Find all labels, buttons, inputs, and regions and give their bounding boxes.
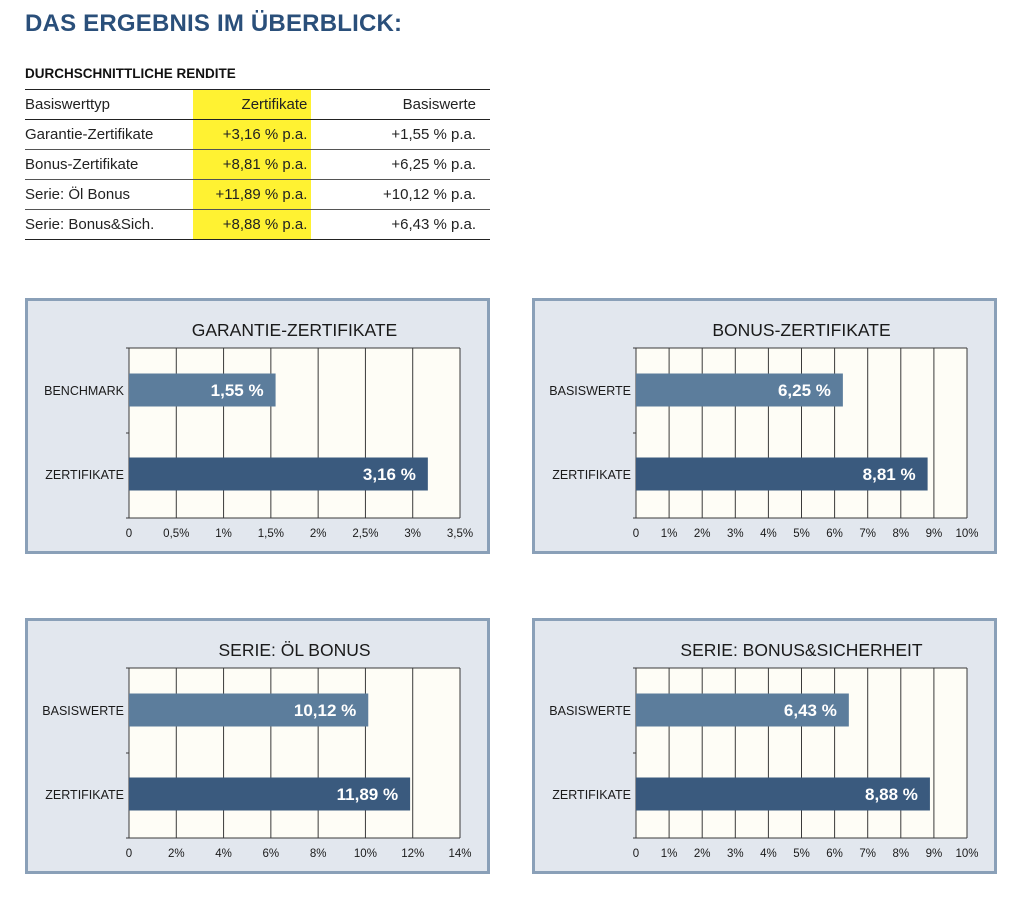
chart-garantie-zertifikate: GARANTIE-ZERTIFIKATE 1,55 % BENCHMARK 3,16 … <box>25 298 490 554</box>
x-tick-label: 2% <box>168 848 185 860</box>
x-tick-label: 3% <box>727 848 744 860</box>
chart-title: SERIE: ÖL BONUS <box>218 640 370 660</box>
chart-svg: GARANTIE-ZERTIFIKATE 1,55 % BENCHMARK 3,16 … <box>44 320 473 540</box>
bar-value-label: 3,16 % <box>363 465 416 484</box>
x-tick-label: 5% <box>793 848 810 860</box>
chart-svg: BONUS-ZERTIFIKATE 6,25 % BASISWERTE 8,81 % Z… <box>549 320 978 540</box>
bar-basiswerte <box>636 373 843 407</box>
table-title: DURCHSCHNITTLICHE RENDITE <box>25 66 236 81</box>
x-tick-label: 14% <box>448 848 471 860</box>
cell-underlying-return: +6,25 % p.a. <box>311 149 490 180</box>
x-tick-label: 3,5% <box>447 528 473 540</box>
x-tick-label: 3% <box>727 528 744 540</box>
x-tick-label: 2% <box>310 528 327 540</box>
chart-svg: SERIE: BONUS&SICHERHEIT 6,43 % BASISWERTE 8… <box>549 640 978 860</box>
category-label: BASISWERTE <box>549 704 631 718</box>
x-tick-label: 0 <box>126 528 132 540</box>
x-tick-label: 0 <box>126 848 132 860</box>
x-tick-label: 0,5% <box>163 528 189 540</box>
cell-underlying-return: +1,55 % p.a. <box>311 119 490 150</box>
category-label: ZERTIFIKATE <box>552 468 631 482</box>
bar-value-label: 10,12 % <box>294 701 356 720</box>
x-tick-label: 6% <box>263 848 280 860</box>
x-tick-label: 0 <box>633 848 639 860</box>
table-row: Garantie-Zertifikate +3,16 % p.a. +1,55 … <box>25 119 490 150</box>
table-row: Bonus-Zertifikate +8,81 % p.a. +6,25 % p… <box>25 149 490 180</box>
x-tick-label: 8% <box>892 848 909 860</box>
bar-zertifikate <box>636 457 928 491</box>
bar-value-label: 11,89 % <box>337 785 398 804</box>
x-tick-label: 2% <box>694 528 711 540</box>
column-header-basiswerttyp: Basiswerttyp <box>25 89 194 120</box>
bar-basiswerte <box>636 693 849 727</box>
chart-title: GARANTIE-ZERTIFIKATE <box>192 320 397 340</box>
table-header-row: Basiswerttyp Zertifikate Basiswerte <box>25 89 490 120</box>
page-title: DAS ERGEBNIS IM ÜBERBLICK: <box>25 10 403 37</box>
x-tick-label: 1% <box>661 848 678 860</box>
cell-type: Bonus-Zertifikate <box>25 149 194 180</box>
cell-underlying-return: +6,43 % p.a. <box>311 209 490 240</box>
x-tick-label: 10% <box>955 848 978 860</box>
x-tick-label: 7% <box>859 528 876 540</box>
bar-zertifikate <box>129 457 428 491</box>
bar-value-label: 8,81 % <box>863 465 916 484</box>
cell-certificate-return: +11,89 % p.a. <box>193 179 312 210</box>
x-tick-label: 2,5% <box>352 528 378 540</box>
x-tick-label: 4% <box>760 528 777 540</box>
x-tick-label: 4% <box>215 848 232 860</box>
bar-benchmark <box>129 373 276 407</box>
category-label: ZERTIFIKATE <box>45 788 124 802</box>
x-tick-label: 9% <box>926 528 943 540</box>
x-tick-label: 8% <box>892 528 909 540</box>
category-label: BENCHMARK <box>44 384 125 398</box>
chart-serie-oel-bonus: SERIE: ÖL BONUS 10,12 % BASISWERTE 11,89 % Z… <box>25 618 490 874</box>
x-tick-label: 1% <box>661 528 678 540</box>
x-tick-label: 10% <box>354 848 377 860</box>
bar-value-label: 1,55 % <box>211 381 264 400</box>
cell-underlying-return: +10,12 % p.a. <box>311 179 490 210</box>
cell-certificate-return: +8,81 % p.a. <box>193 149 312 180</box>
cell-type: Serie: Bonus&Sich. <box>25 209 194 240</box>
chart-serie-bonus-sicherheit: SERIE: BONUS&SICHERHEIT 6,43 % BASISWERTE 8… <box>532 618 997 874</box>
returns-table: Basiswerttyp Zertifikate Basiswerte Gara… <box>25 89 490 240</box>
chart-title: SERIE: BONUS&SICHERHEIT <box>680 640 922 660</box>
x-tick-label: 12% <box>401 848 424 860</box>
bar-zertifikate <box>129 777 411 811</box>
x-tick-label: 7% <box>859 848 876 860</box>
x-tick-label: 6% <box>826 848 843 860</box>
x-tick-label: 9% <box>926 848 943 860</box>
bar-zertifikate <box>636 777 930 811</box>
x-tick-label: 6% <box>826 528 843 540</box>
x-tick-label: 4% <box>760 848 777 860</box>
x-tick-label: 5% <box>793 528 810 540</box>
chart-title: BONUS-ZERTIFIKATE <box>712 320 890 340</box>
column-header-zertifikate: Zertifikate <box>193 89 312 120</box>
column-header-basiswerte: Basiswerte <box>311 89 490 120</box>
x-tick-label: 3% <box>404 528 421 540</box>
bar-value-label: 6,25 % <box>778 381 831 400</box>
table-row: Serie: Öl Bonus +11,89 % p.a. +10,12 % p… <box>25 179 490 210</box>
x-tick-label: 1% <box>215 528 232 540</box>
x-tick-label: 0 <box>633 528 639 540</box>
x-tick-label: 8% <box>310 848 327 860</box>
category-label: BASISWERTE <box>42 704 124 718</box>
bar-value-label: 8,88 % <box>865 785 918 804</box>
table-row: Serie: Bonus&Sich. +8,88 % p.a. +6,43 % … <box>25 209 490 240</box>
cell-type: Garantie-Zertifikate <box>25 119 194 150</box>
category-label: ZERTIFIKATE <box>45 468 124 482</box>
category-label: ZERTIFIKATE <box>552 788 631 802</box>
x-tick-label: 1,5% <box>258 528 284 540</box>
x-tick-label: 2% <box>694 848 711 860</box>
chart-svg: SERIE: ÖL BONUS 10,12 % BASISWERTE 11,89 % Z… <box>42 640 471 860</box>
cell-type: Serie: Öl Bonus <box>25 179 194 210</box>
category-label: BASISWERTE <box>549 384 631 398</box>
bar-basiswerte <box>129 693 369 727</box>
bar-value-label: 6,43 % <box>784 701 837 720</box>
chart-bonus-zertifikate: BONUS-ZERTIFIKATE 6,25 % BASISWERTE 8,81 % Z… <box>532 298 997 554</box>
x-tick-label: 10% <box>955 528 978 540</box>
cell-certificate-return: +8,88 % p.a. <box>193 209 312 240</box>
cell-certificate-return: +3,16 % p.a. <box>193 119 312 150</box>
